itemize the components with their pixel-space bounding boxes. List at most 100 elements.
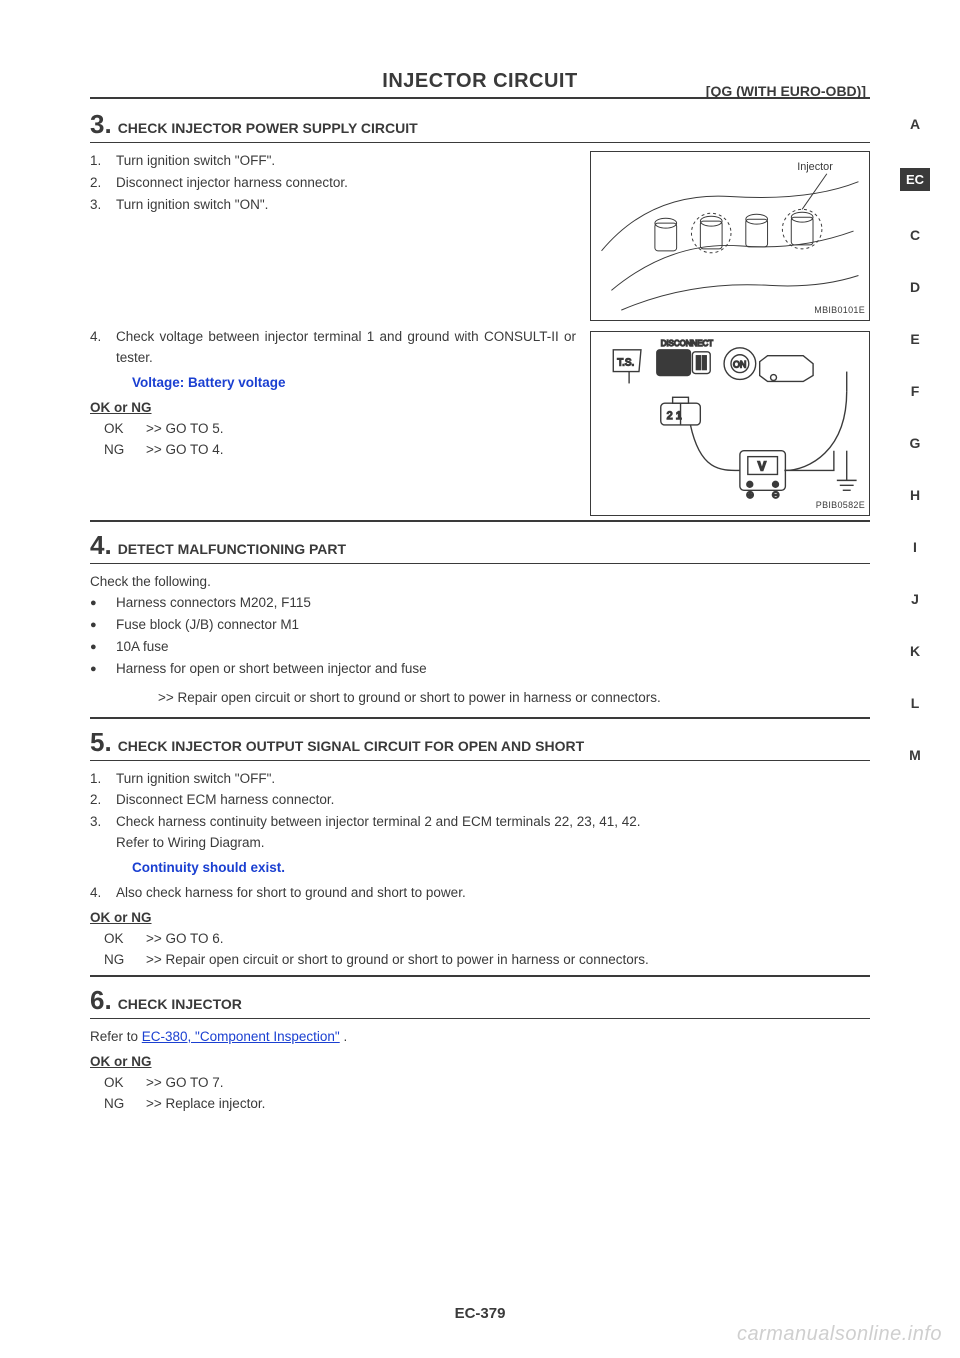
list-num: 4.: [90, 883, 116, 904]
svg-text:DISCONNECT: DISCONNECT: [661, 339, 713, 348]
list-item: 1.Turn ignition switch "OFF".: [90, 769, 870, 790]
step5-heading: 5. CHECK INJECTOR OUTPUT SIGNAL CIRCUIT …: [90, 727, 870, 761]
branch-text: >> GO TO 6.: [146, 929, 224, 950]
step4-intro: Check the following.: [90, 572, 870, 593]
figure-engine: Injector MBIB0101E: [590, 151, 870, 321]
branch-text: >> GO TO 5.: [146, 419, 224, 440]
list-num: 2.: [90, 790, 116, 811]
list-item: ●Fuse block (J/B) connector M1: [90, 615, 870, 636]
list-item: 4.Also check harness for short to ground…: [90, 883, 870, 904]
branch-ok: OK>> GO TO 7.: [90, 1073, 870, 1094]
branch-ok: OK>> GO TO 5.: [90, 419, 576, 440]
list-item: ●10A fuse: [90, 637, 870, 658]
list-item: 2.Disconnect ECM harness connector.: [90, 790, 870, 811]
list-num: 2.: [90, 173, 116, 194]
step5-title: CHECK INJECTOR OUTPUT SIGNAL CIRCUIT FOR…: [118, 738, 584, 754]
svg-text:T.S.: T.S.: [617, 358, 634, 369]
svg-text:2 1: 2 1: [667, 410, 682, 422]
step4-title: DETECT MALFUNCTIONING PART: [118, 541, 346, 557]
list-item: 2.Disconnect injector harness connector.: [90, 173, 580, 194]
rail-item-k[interactable]: K: [910, 643, 920, 659]
engine-diagram: Injector: [591, 152, 869, 320]
section-rail: A EC C D E F G H I J K L M: [900, 116, 930, 763]
continuity-result: Continuity should exist.: [90, 858, 870, 879]
list-text: Check harness continuity between injecto…: [116, 812, 641, 854]
step3-heading: 3. CHECK INJECTOR POWER SUPPLY CIRCUIT: [90, 109, 870, 143]
branch-label: OK: [90, 1073, 146, 1094]
list-text: Disconnect injector harness connector.: [116, 173, 348, 194]
list-item: ●Harness for open or short between injec…: [90, 659, 870, 680]
branch-text: >> GO TO 7.: [146, 1073, 224, 1094]
rail-item-f[interactable]: F: [911, 383, 920, 399]
reference-link[interactable]: EC-380, "Component Inspection": [142, 1029, 340, 1044]
list-text: Fuse block (J/B) connector M1: [116, 615, 299, 636]
page-container: INJECTOR CIRCUIT [QG (WITH EURO-OBD)] 3.…: [0, 0, 960, 1165]
injector-label: Injector: [797, 161, 833, 173]
bullet-icon: ●: [90, 659, 116, 680]
branch-text: >> Repair open circuit or short to groun…: [146, 950, 649, 971]
list-text: Disconnect ECM harness connector.: [116, 790, 334, 811]
step4-heading: 4. DETECT MALFUNCTIONING PART: [90, 530, 870, 564]
svg-text:V: V: [758, 458, 767, 473]
rail-item-l[interactable]: L: [911, 695, 920, 711]
branch-label: OK: [90, 929, 146, 950]
step6-heading: 6. CHECK INJECTOR: [90, 985, 870, 1019]
okng-heading: OK or NG: [90, 1052, 870, 1073]
bullet-icon: ●: [90, 615, 116, 636]
tester-diagram: T.S. DISCONNECT ON: [591, 332, 869, 515]
step4-bullets: ●Harness connectors M202, F115 ●Fuse blo…: [90, 593, 870, 680]
list-num: 1.: [90, 151, 116, 172]
list-text: Turn ignition switch "OFF".: [116, 769, 275, 790]
watermark: carmanualsonline.info: [737, 1323, 942, 1346]
bullet-icon: ●: [90, 593, 116, 614]
step5-number: 5.: [90, 727, 112, 758]
svg-text:ON: ON: [733, 360, 746, 370]
branch-ng: NG>> Replace injector.: [90, 1094, 870, 1115]
step3-title: CHECK INJECTOR POWER SUPPLY CIRCUIT: [118, 120, 418, 136]
step4-body: Check the following. ●Harness connectors…: [90, 564, 870, 719]
step3-body: Injector MBIB0101E 1.Turn ignition switc…: [90, 143, 870, 522]
voltage-result: Voltage: Battery voltage: [90, 373, 576, 394]
figure-tester: T.S. DISCONNECT ON: [590, 331, 870, 516]
list-text: Also check harness for short to ground a…: [116, 883, 466, 904]
bullet-icon: ●: [90, 637, 116, 658]
branch-text: >> Replace injector.: [146, 1094, 265, 1115]
okng-heading: OK or NG: [90, 398, 576, 419]
branch-text: >> GO TO 4.: [146, 440, 224, 461]
list-text: Check voltage between injector terminal …: [116, 327, 576, 369]
step3-list-b: 4.Check voltage between injector termina…: [90, 327, 576, 369]
rail-item-e[interactable]: E: [910, 331, 919, 347]
list-text: Harness for open or short between inject…: [116, 659, 427, 680]
list-num: 3.: [90, 195, 116, 216]
rail-item-d[interactable]: D: [910, 279, 920, 295]
rail-item-ec[interactable]: EC: [900, 168, 930, 191]
rail-item-c[interactable]: C: [910, 227, 920, 243]
list-item: 3.Check harness continuity between injec…: [90, 812, 870, 854]
step6-title: CHECK INJECTOR: [118, 996, 242, 1012]
branch-label: NG: [90, 440, 146, 461]
figure2-code: PBIB0582E: [816, 499, 865, 513]
step4-result: >> Repair open circuit or short to groun…: [90, 688, 870, 709]
branch-label: NG: [90, 1094, 146, 1115]
list-num: 4.: [90, 327, 116, 369]
refer-suffix: .: [340, 1029, 348, 1044]
rail-item-a[interactable]: A: [910, 116, 920, 132]
branch-label: OK: [90, 419, 146, 440]
list-num: 1.: [90, 769, 116, 790]
rail-item-h[interactable]: H: [910, 487, 920, 503]
list-item: ●Harness connectors M202, F115: [90, 593, 870, 614]
rail-item-g[interactable]: G: [910, 435, 921, 451]
branch-label: NG: [90, 950, 146, 971]
list-text: Turn ignition switch "ON".: [116, 195, 268, 216]
list-item: 4.Check voltage between injector termina…: [90, 327, 576, 369]
rail-item-i[interactable]: I: [913, 539, 917, 555]
list-item: 1.Turn ignition switch "OFF".: [90, 151, 580, 172]
list-text: 10A fuse: [116, 637, 169, 658]
step3-number: 3.: [90, 109, 112, 140]
list-num: 3.: [90, 812, 116, 854]
step4-number: 4.: [90, 530, 112, 561]
branch-ng: NG>> GO TO 4.: [90, 440, 576, 461]
rail-item-j[interactable]: J: [911, 591, 919, 607]
rail-item-m[interactable]: M: [909, 747, 921, 763]
page-number: EC-379: [0, 1305, 960, 1322]
